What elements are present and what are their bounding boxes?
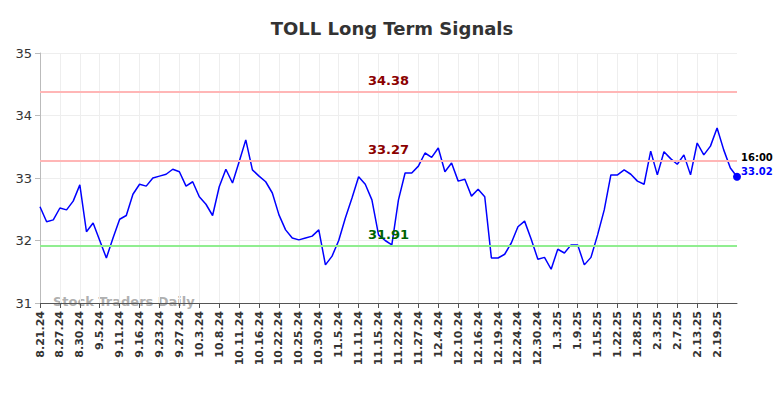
svg-text:33.02: 33.02 (741, 166, 773, 177)
svg-text:35: 35 (15, 46, 32, 61)
svg-text:2.7.25: 2.7.25 (671, 311, 684, 350)
svg-text:10.30.24: 10.30.24 (312, 311, 325, 366)
svg-text:12.4.24: 12.4.24 (432, 311, 445, 358)
svg-text:33.27: 33.27 (368, 142, 409, 157)
svg-text:10.8.24: 10.8.24 (213, 311, 226, 358)
svg-text:10.22.24: 10.22.24 (272, 311, 285, 366)
svg-text:8.30.24: 8.30.24 (73, 311, 86, 358)
svg-text:1.22.25: 1.22.25 (611, 311, 624, 358)
svg-text:32: 32 (15, 233, 32, 248)
svg-text:11.11.24: 11.11.24 (352, 311, 365, 366)
svg-text:31: 31 (15, 296, 32, 311)
svg-text:9.27.24: 9.27.24 (173, 311, 186, 358)
svg-text:31.91: 31.91 (368, 227, 409, 242)
svg-text:1.3.25: 1.3.25 (551, 311, 564, 350)
svg-text:12.16.24: 12.16.24 (472, 311, 485, 366)
svg-text:10.25.24: 10.25.24 (292, 311, 305, 366)
svg-text:1.28.25: 1.28.25 (631, 311, 644, 358)
svg-text:9.23.24: 9.23.24 (153, 311, 166, 358)
svg-text:12.24.24: 12.24.24 (511, 311, 524, 366)
svg-text:10.11.24: 10.11.24 (233, 311, 246, 366)
svg-text:34: 34 (15, 108, 32, 123)
svg-text:11.5.24: 11.5.24 (332, 311, 345, 358)
svg-text:11.27.24: 11.27.24 (412, 311, 425, 366)
svg-text:10.16.24: 10.16.24 (253, 311, 266, 366)
svg-text:9.5.24: 9.5.24 (93, 311, 106, 350)
svg-text:1.9.25: 1.9.25 (571, 311, 584, 350)
svg-text:11.22.24: 11.22.24 (392, 311, 405, 366)
svg-text:2.19.25: 2.19.25 (711, 311, 724, 358)
svg-text:2.13.25: 2.13.25 (691, 311, 704, 358)
svg-text:12.10.24: 12.10.24 (452, 311, 465, 366)
svg-text:8.21.24: 8.21.24 (34, 311, 47, 358)
svg-text:1.15.25: 1.15.25 (591, 311, 604, 358)
svg-text:10.3.24: 10.3.24 (193, 311, 206, 358)
svg-text:34.38: 34.38 (368, 73, 409, 88)
svg-text:8.27.24: 8.27.24 (53, 311, 66, 358)
svg-text:33: 33 (15, 171, 32, 186)
svg-text:16:00: 16:00 (741, 152, 773, 163)
svg-text:12.19.24: 12.19.24 (492, 311, 505, 366)
svg-text:11.15.24: 11.15.24 (372, 311, 385, 366)
svg-text:9.16.24: 9.16.24 (133, 311, 146, 358)
svg-text:9.11.24: 9.11.24 (113, 311, 126, 358)
svg-text:TOLL Long Term Signals: TOLL Long Term Signals (271, 18, 513, 39)
svg-text:Stock Traders Daily: Stock Traders Daily (53, 294, 195, 309)
svg-text:2.3.25: 2.3.25 (651, 311, 664, 350)
svg-text:12.30.24: 12.30.24 (531, 311, 544, 366)
